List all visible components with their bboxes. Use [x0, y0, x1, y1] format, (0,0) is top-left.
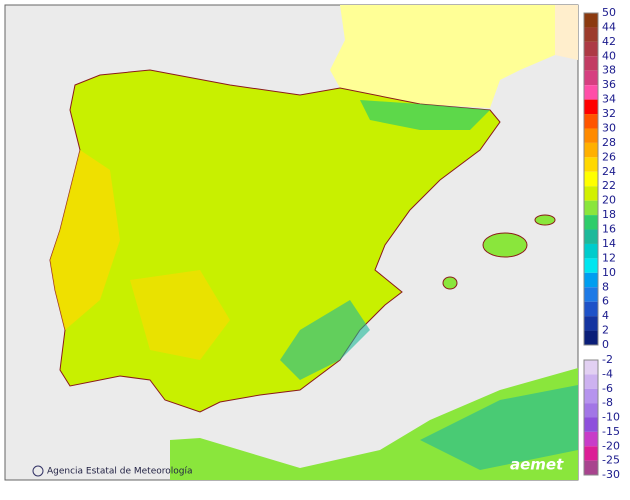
- legend-tick-label: 8: [602, 280, 609, 293]
- italy-edge: [555, 5, 578, 60]
- legend-tick-label: -10: [602, 411, 620, 424]
- legend-swatch: [584, 41, 598, 57]
- legend-tick-label: 10: [602, 266, 616, 279]
- map-area: Agencia Estatal de Meteorología aemet: [4, 4, 579, 481]
- legend-swatch: [584, 13, 598, 28]
- legend-swatch: [584, 128, 598, 143]
- legend-tick-label: 44: [602, 20, 616, 33]
- credit: Agencia Estatal de Meteorología: [47, 467, 193, 477]
- legend-tick-label: 2: [602, 324, 609, 337]
- legend-tick-label: 16: [602, 223, 616, 236]
- legend-tick-label: -4: [602, 367, 613, 380]
- legend-tick-label: 24: [602, 165, 616, 178]
- legend-tick-label: 40: [602, 49, 616, 62]
- warm-zone-south: [130, 270, 230, 360]
- legend-swatch: [584, 301, 598, 317]
- legend-swatch: [584, 360, 598, 375]
- legend-tick-label: -15: [602, 425, 620, 438]
- legend-swatch: [584, 388, 598, 404]
- legend-tick-label: 34: [602, 93, 616, 106]
- cool-zone-betic: [280, 300, 370, 380]
- legend-tick-label: 6: [602, 295, 609, 308]
- legend-tick-label: -6: [602, 382, 613, 395]
- legend-swatch: [584, 114, 598, 129]
- legend-tick-label: -2: [602, 353, 613, 366]
- legend-swatch: [584, 287, 598, 302]
- legend-swatch: [584, 99, 598, 115]
- legend-swatch: [584, 431, 598, 447]
- legend: 5044424038363432302826242220181614121086…: [583, 6, 620, 481]
- legend-swatch: [584, 374, 598, 389]
- legend-tick-label: -25: [602, 454, 620, 467]
- legend-tick-label: 36: [602, 78, 616, 91]
- legend-tick-label: 0: [602, 338, 609, 351]
- legend-swatch: [584, 446, 598, 461]
- legend-tick-label: 50: [602, 6, 616, 19]
- legend-swatch: [584, 157, 598, 172]
- legend-tick-label: 18: [602, 208, 616, 221]
- legend-tick-label: 38: [602, 64, 616, 77]
- legend-swatch: [584, 200, 598, 216]
- legend-swatch: [584, 316, 598, 331]
- legend-swatch: [584, 258, 598, 273]
- legend-tick-label: 20: [602, 194, 616, 207]
- legend-tick-label: 12: [602, 251, 616, 264]
- warm-zone-portugal: [50, 150, 120, 330]
- logo: aemet: [510, 456, 564, 474]
- legend-tick-label: 32: [602, 107, 616, 120]
- legend-swatch: [584, 330, 598, 345]
- legend-swatch: [584, 70, 598, 86]
- legend-tick-label: 42: [602, 35, 616, 48]
- legend-swatch: [584, 56, 598, 71]
- legend-swatch: [584, 171, 598, 187]
- legend-swatch: [584, 417, 598, 432]
- legend-swatch: [584, 142, 598, 158]
- legend-swatch: [584, 215, 598, 230]
- ibiza: [442, 276, 458, 290]
- legend-swatch: [584, 186, 598, 201]
- legend-frame: [583, 12, 599, 346]
- legend-tick-label: -8: [602, 396, 613, 409]
- legend-swatch: [584, 27, 598, 42]
- france: [330, 5, 555, 108]
- legend-tick-label: 28: [602, 136, 616, 149]
- legend-tick-label: 22: [602, 179, 616, 192]
- legend-swatch: [584, 229, 598, 244]
- legend-swatch: [584, 272, 598, 288]
- legend-tick-label: 4: [602, 309, 609, 322]
- menorca: [534, 214, 556, 226]
- legend-tick-label: 26: [602, 150, 616, 163]
- legend-tick-label: 14: [602, 237, 616, 250]
- mallorca: [482, 232, 528, 258]
- legend-swatch: [584, 403, 598, 418]
- cool-zone-pyrenees: [360, 100, 490, 130]
- legend-swatch: [584, 460, 598, 475]
- legend-tick-label: 30: [602, 121, 616, 134]
- legend-tick-label: -30: [602, 468, 620, 481]
- legend-tick-label: -20: [602, 439, 620, 452]
- legend-swatch: [584, 243, 598, 259]
- copyright-icon: [32, 465, 44, 477]
- atlas-zone: [420, 385, 578, 470]
- legend-frame: [583, 359, 599, 476]
- legend-swatch: [584, 85, 598, 100]
